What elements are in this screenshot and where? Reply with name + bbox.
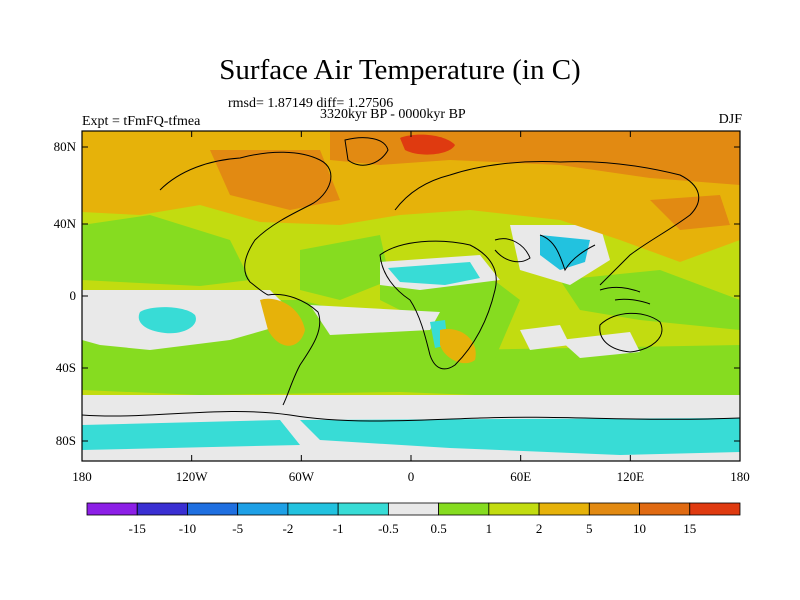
field-cool-antarctic-1 — [82, 420, 300, 450]
field-light-green-indo — [560, 270, 740, 330]
y-tick-label: 40S — [56, 360, 76, 375]
coast-india — [539, 234, 596, 272]
legend-swatch — [438, 502, 490, 516]
period-label: 3320kyr BP - 0000kyr BP — [320, 107, 466, 122]
field-light-green-atlantic — [300, 235, 390, 300]
legend-label: 2 — [536, 521, 543, 536]
x-tick-label: 180 — [730, 469, 750, 484]
coast-antarctica — [82, 410, 740, 422]
x-tick-label: 180 — [72, 469, 92, 484]
coast-australia — [599, 312, 663, 353]
coast-europe-asia — [394, 161, 700, 286]
y-tick-label: 40N — [54, 216, 77, 231]
legend-label: -0.5 — [378, 521, 399, 536]
field-near-zero-s-atlantic — [310, 305, 440, 335]
field-light-green-n-pacific — [82, 215, 250, 286]
field-cool-pacific — [138, 307, 196, 334]
season-label: DJF — [718, 112, 742, 127]
legend-swatch — [488, 502, 540, 516]
field-light-green-africa — [380, 262, 520, 380]
x-axis: 180 120W 60W 0 60E 120E 180 — [72, 131, 750, 484]
x-tick-label: 120W — [176, 469, 209, 484]
field-near-zero-w-pacific — [520, 325, 570, 350]
field-warm-5-s-africa — [440, 329, 476, 364]
legend-label: -2 — [283, 521, 294, 536]
field-warm-10-kamchatka — [650, 195, 730, 230]
x-tick-label: 120E — [617, 469, 645, 484]
field-layers — [82, 131, 740, 461]
map-title: Surface Air Temperature (in C) — [219, 54, 581, 86]
field-cool-antarctic-2 — [300, 418, 740, 455]
coast-indonesia — [599, 286, 651, 305]
legend-swatch — [538, 502, 590, 516]
legend-label: -10 — [179, 521, 196, 536]
y-tick-label: 80N — [54, 139, 77, 154]
field-warm-5-s-america — [260, 298, 305, 346]
coastlines — [82, 137, 740, 422]
legend-swatch — [689, 502, 741, 516]
x-tick-label: 60E — [510, 469, 531, 484]
legend-swatch — [237, 502, 289, 516]
legend-label: -15 — [129, 521, 146, 536]
field-warm-10-n-america — [210, 150, 340, 210]
x-tick-label: 60W — [289, 469, 315, 484]
legend-label: 15 — [683, 521, 696, 536]
coast-north-america — [159, 151, 332, 296]
legend-label: -1 — [333, 521, 344, 536]
y-tick-label: 0 — [70, 288, 77, 303]
legend-swatch — [387, 502, 440, 516]
legend-swatch — [136, 502, 188, 516]
y-axis: 80N 40N 0 40S 80S — [54, 139, 740, 448]
y-tick-label: 80S — [56, 433, 76, 448]
field-warm-15-svalbard — [400, 134, 455, 155]
legend-swatch — [86, 502, 138, 516]
coast-africa — [379, 240, 497, 370]
experiment-label: Expt = tFmFQ-tfmea — [82, 114, 201, 129]
legend-swatch — [588, 502, 640, 516]
color-legend: -15 -10 -5 -2 -1 -0.5 0.5 1 2 5 10 15 — [86, 502, 741, 536]
legend-label: 0.5 — [430, 521, 446, 536]
x-tick-label: 0 — [408, 469, 415, 484]
legend-swatch — [337, 502, 389, 516]
legend-label: 1 — [486, 521, 493, 536]
legend-label: -5 — [232, 521, 243, 536]
coast-greenland — [344, 137, 389, 166]
legend-swatch — [639, 502, 691, 516]
field-near-zero-indian — [560, 332, 640, 358]
legend-label: 5 — [586, 521, 593, 536]
field-cool-sahel — [388, 262, 480, 285]
coast-arabia — [494, 238, 531, 263]
legend-swatch — [287, 502, 339, 516]
coast-south-america — [267, 293, 321, 406]
rmsd-label: rmsd= 1.87149 diff= 1.27506 — [228, 96, 394, 111]
legend-label: 10 — [633, 521, 646, 536]
legend-swatch — [187, 502, 239, 516]
